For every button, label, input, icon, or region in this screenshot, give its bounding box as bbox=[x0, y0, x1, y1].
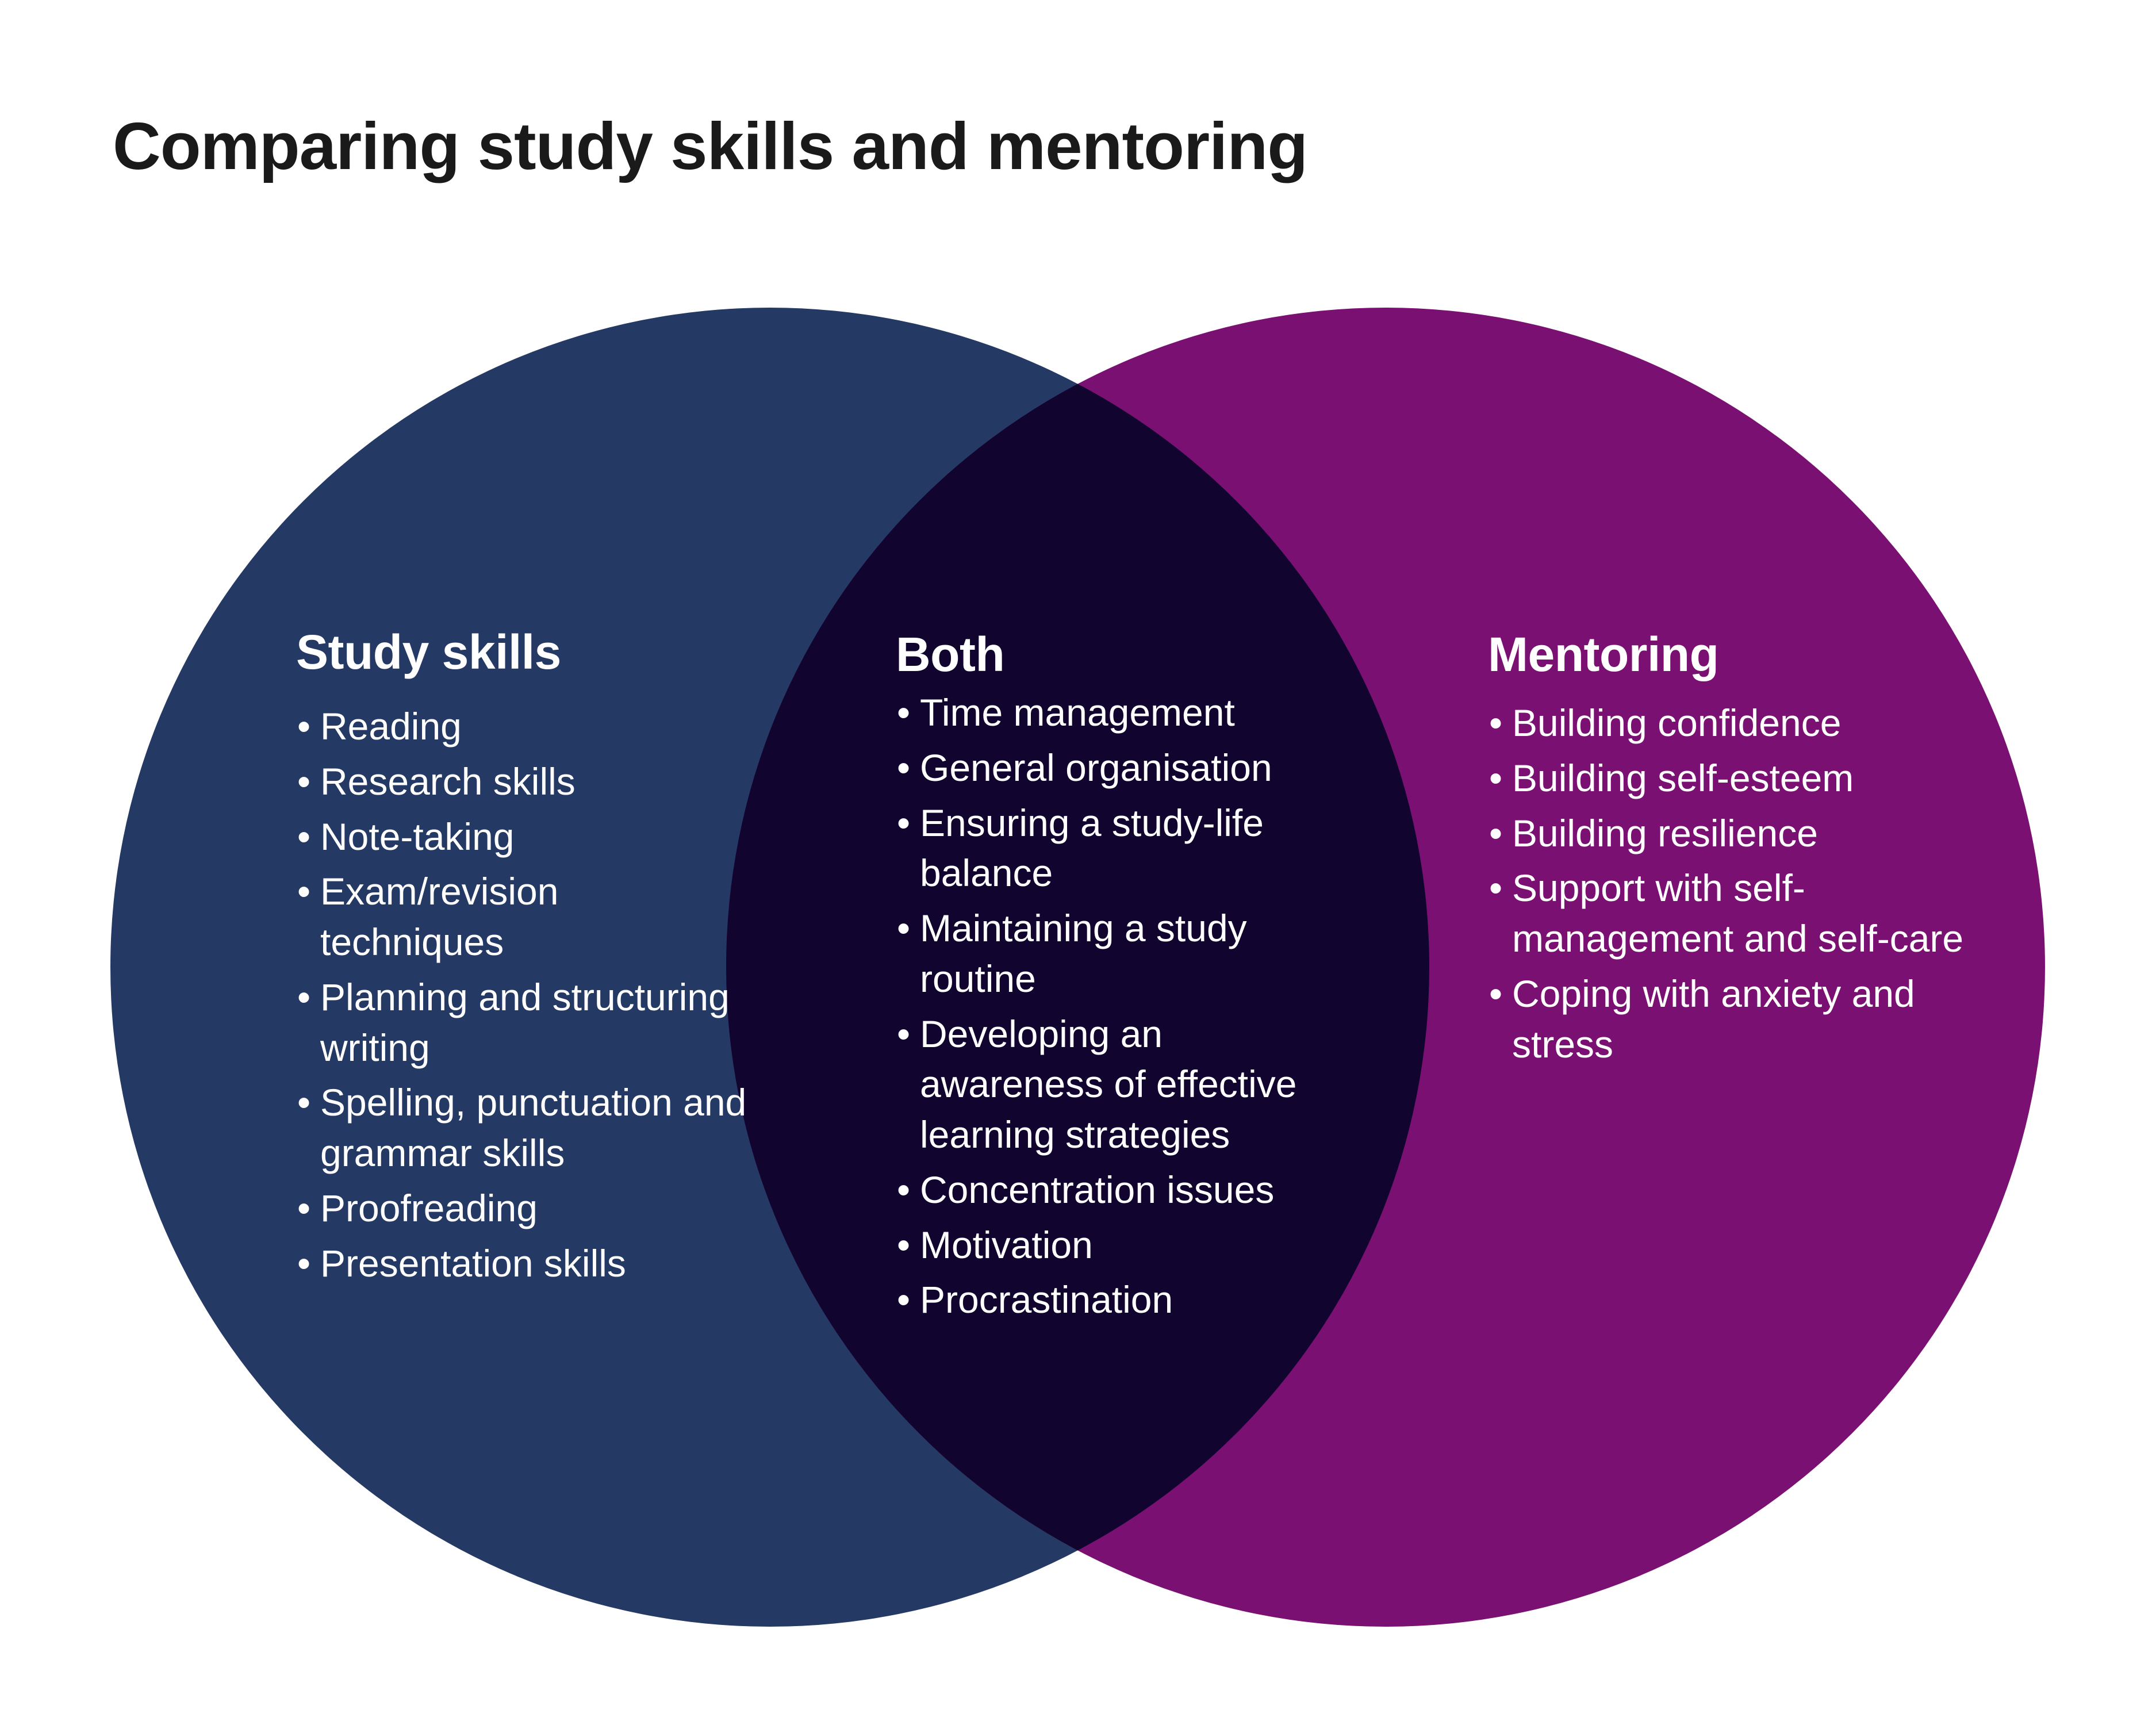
list-item-label: Concentration issues bbox=[920, 1168, 1275, 1211]
mentoring-column: Mentoring • Building confidence • Building… bbox=[1488, 630, 2023, 1074]
list-item: • Coping with anxiety and stress bbox=[1488, 969, 2023, 1070]
list-item: • General organisation bbox=[896, 743, 1356, 793]
study-skills-list: • Reading • Research skills • Note-taking •… bbox=[296, 702, 750, 1289]
bullet-icon: • bbox=[297, 975, 311, 1018]
list-item-label: Coping with anxiety and stress bbox=[1512, 972, 1915, 1065]
bullet-icon: • bbox=[297, 1081, 311, 1124]
bullet-icon: • bbox=[1489, 972, 1503, 1015]
list-item: • Building confidence bbox=[1488, 698, 2023, 749]
bullet-icon: • bbox=[897, 746, 911, 789]
list-item: • Proofreading bbox=[296, 1183, 750, 1234]
list-item-label: Time management bbox=[920, 691, 1235, 734]
bullet-icon: • bbox=[897, 691, 911, 734]
list-item: • Ensuring a study-life balance bbox=[896, 798, 1356, 899]
both-heading: Both bbox=[896, 627, 1005, 681]
list-item-label: Developing an awareness of effective lea… bbox=[920, 1012, 1297, 1156]
list-item-label: Support with self-management and self-ca… bbox=[1512, 867, 1964, 960]
list-item: • Note-taking bbox=[296, 812, 750, 862]
bullet-icon: • bbox=[297, 815, 311, 858]
list-item: • Research skills bbox=[296, 757, 750, 807]
bullet-icon: • bbox=[1489, 702, 1503, 744]
list-item-label: General organisation bbox=[920, 746, 1272, 789]
list-item: • Spelling, punctuation and grammar skill… bbox=[296, 1078, 750, 1179]
list-item-label: Exam/revision techniques bbox=[320, 870, 559, 964]
page-title: Comparing study skills and mentoring bbox=[113, 109, 1308, 183]
list-item-label: Procrastination bbox=[920, 1278, 1173, 1321]
bullet-icon: • bbox=[1489, 756, 1503, 799]
list-item: • Building resilience bbox=[1488, 808, 2023, 859]
bullet-icon: • bbox=[297, 1241, 311, 1285]
list-item-label: Ensuring a study-life balance bbox=[920, 801, 1264, 895]
list-item-label: Note-taking bbox=[320, 815, 515, 858]
list-item-label: Maintaining a study routine bbox=[920, 907, 1247, 1000]
study-skills-heading: Study skills bbox=[296, 625, 561, 679]
bullet-icon: • bbox=[297, 760, 311, 803]
list-item-label: Spelling, punctuation and grammar skills bbox=[320, 1081, 747, 1175]
list-item: • Reading bbox=[296, 702, 750, 752]
bullet-icon: • bbox=[297, 1186, 311, 1229]
list-item-label: Proofreading bbox=[320, 1186, 538, 1229]
list-item: • Support with self-management and self-c… bbox=[1488, 863, 2023, 964]
bullet-icon: • bbox=[1489, 811, 1503, 854]
list-item-label: Reading bbox=[320, 705, 462, 747]
list-item-label: Planning and structuring writing bbox=[320, 975, 730, 1069]
list-item-label: Building self-esteem bbox=[1512, 756, 1854, 799]
bullet-icon: • bbox=[297, 870, 311, 913]
list-item: • Maintaining a study routine bbox=[896, 903, 1356, 1005]
bullet-icon: • bbox=[897, 907, 911, 950]
mentoring-heading: Mentoring bbox=[1488, 627, 1719, 681]
bullet-icon: • bbox=[897, 1278, 911, 1321]
mentoring-list: • Building confidence • Building self-este… bbox=[1488, 698, 2023, 1070]
bullet-icon: • bbox=[297, 705, 311, 747]
bullet-icon: • bbox=[897, 801, 911, 844]
list-item: • Presentation skills bbox=[296, 1239, 750, 1289]
list-item: • Concentration issues bbox=[896, 1165, 1356, 1216]
list-item: • Procrastination bbox=[896, 1275, 1356, 1325]
list-item: • Building self-esteem bbox=[1488, 753, 2023, 804]
overlap-region bbox=[726, 308, 1429, 1627]
bullet-icon: • bbox=[1489, 867, 1503, 910]
list-item: • Planning and structuring writing bbox=[296, 972, 750, 1074]
list-item-label: Presentation skills bbox=[320, 1241, 626, 1285]
study-skills-column: Study skills • Reading • Research skills •… bbox=[296, 628, 750, 1293]
list-item-label: Building confidence bbox=[1512, 702, 1842, 744]
bullet-icon: • bbox=[897, 1223, 911, 1266]
list-item: • Developing an awareness of effective le… bbox=[896, 1009, 1356, 1160]
list-item-label: Research skills bbox=[320, 760, 576, 803]
list-item-label: Building resilience bbox=[1512, 811, 1818, 854]
list-item: • Motivation bbox=[896, 1220, 1356, 1271]
list-item: • Exam/revision techniques bbox=[296, 867, 750, 968]
both-column: Both • Time management • General organisat… bbox=[896, 630, 1356, 1330]
both-list: • Time management • General organisation •… bbox=[896, 688, 1356, 1325]
bullet-icon: • bbox=[897, 1168, 911, 1211]
bullet-icon: • bbox=[897, 1012, 911, 1055]
list-item: • Time management bbox=[896, 688, 1356, 738]
list-item-label: Motivation bbox=[920, 1223, 1093, 1266]
